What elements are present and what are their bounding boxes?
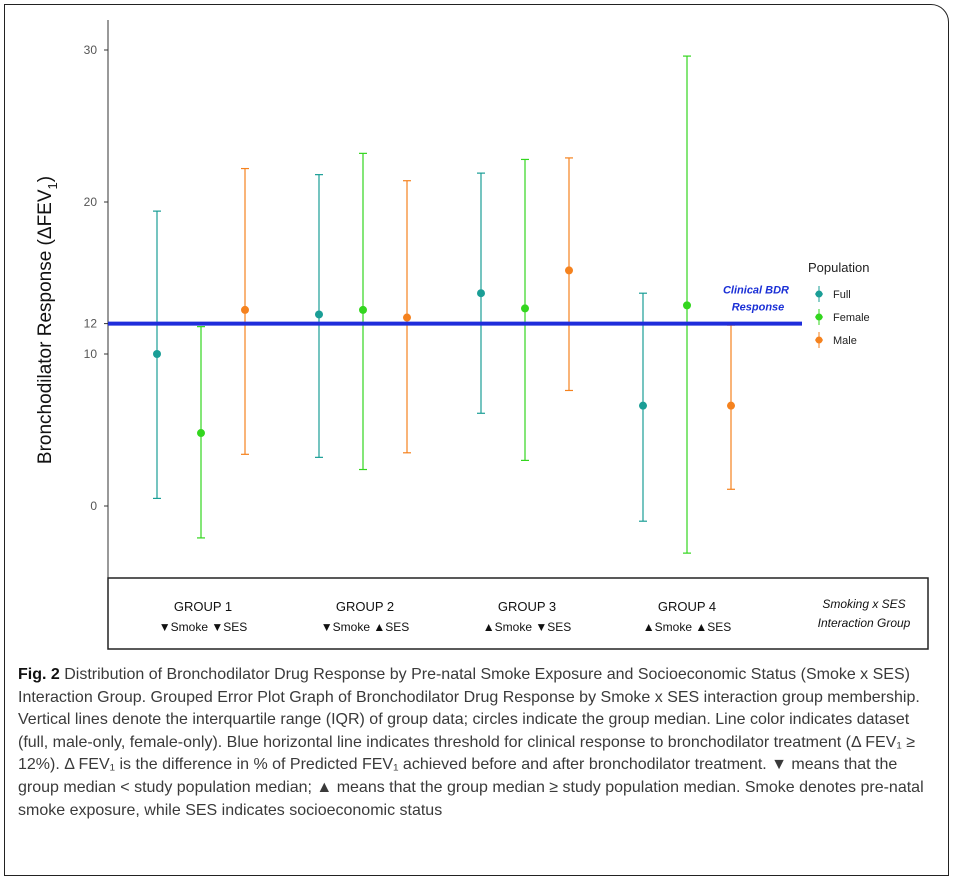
y-axis-title: Bronchodilator Response (ΔFEV1) (35, 176, 60, 464)
y-tick-label: 30 (84, 43, 98, 57)
error-bar-female-group-3 (521, 159, 529, 460)
legend-key-point (816, 337, 823, 344)
error-bar-male-group-1 (241, 169, 249, 455)
group-2-subtitle: ▼Smoke ▲SES (321, 620, 409, 634)
median-point (683, 301, 691, 309)
threshold-annotation-line1: Clinical BDR (723, 285, 789, 297)
group-4-title: GROUP 4 (658, 599, 716, 614)
error-bar-female-group-1 (197, 327, 205, 538)
error-bar-full-group-3 (477, 173, 485, 413)
legend-key-point (816, 291, 823, 298)
legend-title: Population (808, 260, 869, 275)
legend-label: Male (833, 335, 857, 347)
error-bar-female-group-4 (683, 56, 691, 553)
legend-item-female: Female (815, 309, 870, 325)
error-bar-chart: 0 10 12 20 30 Clinical BDR Response Bronchod… (0, 0, 957, 660)
group-1-title: GROUP 1 (174, 599, 232, 614)
error-bar-full-group-4 (639, 293, 647, 521)
median-point (477, 289, 485, 297)
group-4-subtitle: ▲Smoke ▲SES (643, 620, 731, 634)
legend: Population Full Female Male (808, 260, 870, 348)
median-point (565, 266, 573, 274)
group-axis-label-line2: Interaction Group (818, 616, 911, 630)
median-point (359, 306, 367, 314)
legend-item-full: Full (815, 286, 851, 302)
error-bar-male-group-2 (403, 181, 411, 453)
y-tick-label: 0 (90, 499, 97, 513)
median-point (197, 429, 205, 437)
error-bar-male-group-3 (565, 158, 573, 391)
group-3-subtitle: ▲Smoke ▼SES (483, 620, 571, 634)
median-point (727, 402, 735, 410)
group-3-title: GROUP 3 (498, 599, 556, 614)
median-point (241, 306, 249, 314)
median-point (153, 350, 161, 358)
caption-text: Distribution of Bronchodilator Drug Resp… (18, 666, 924, 819)
error-bar-full-group-1 (153, 211, 161, 498)
group-2-title: GROUP 2 (336, 599, 394, 614)
median-point (639, 402, 647, 410)
caption-figure-label: Fig. 2 (18, 666, 60, 683)
group-axis-label-line1: Smoking x SES (822, 597, 905, 611)
median-point (403, 314, 411, 322)
median-point (315, 310, 323, 318)
y-tick-label: 12 (84, 317, 98, 331)
y-tick-label: 10 (84, 347, 98, 361)
threshold-annotation-line2: Response (732, 302, 785, 314)
error-bar-full-group-2 (315, 175, 323, 458)
legend-key-point (816, 314, 823, 321)
legend-label: Female (833, 312, 870, 324)
median-point (521, 304, 529, 312)
error-bar-male-group-4 (727, 325, 735, 489)
y-tick-label: 20 (84, 195, 98, 209)
figure-caption: Fig. 2 Distribution of Bronchodilator Dr… (18, 664, 938, 822)
group-1-subtitle: ▼Smoke ▼SES (159, 620, 247, 634)
error-bar-female-group-2 (359, 153, 367, 469)
legend-item-male: Male (815, 332, 857, 348)
legend-label: Full (833, 289, 851, 301)
